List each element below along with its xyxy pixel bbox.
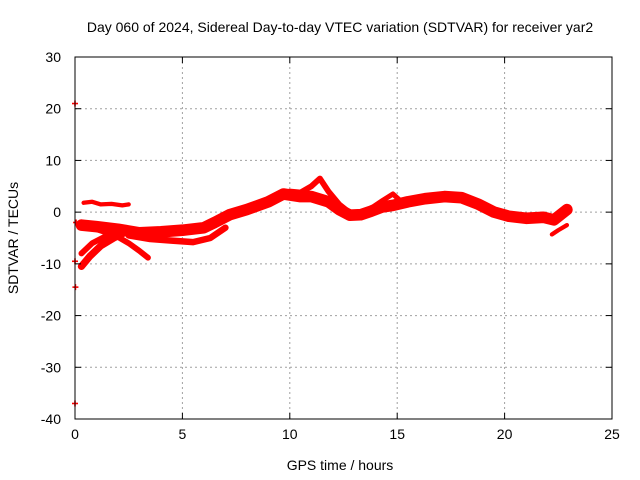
- y-tick-label: -20: [41, 308, 61, 324]
- y-tick-label: -10: [41, 256, 61, 272]
- series-early-descending: [89, 224, 151, 261]
- series-main-band: [75, 188, 573, 239]
- plot-frame: [74, 56, 613, 420]
- data-layer: [72, 100, 573, 407]
- plot-frame-border: [74, 56, 613, 420]
- series-late-tail-segment: [549, 222, 570, 237]
- chart-title: Day 060 of 2024, Sidereal Day-to-day VTE…: [87, 19, 593, 35]
- x-tick-label: 10: [282, 426, 298, 442]
- y-tick-label: 0: [53, 204, 61, 220]
- series-upper-bump-segment: [276, 175, 356, 218]
- x-tick-label: 25: [604, 426, 620, 442]
- y-tick-label: 10: [45, 152, 61, 168]
- y-tick-label: 30: [45, 49, 61, 65]
- series-morning-lower-band: [125, 224, 229, 246]
- y-tick-label: 20: [45, 101, 61, 117]
- x-tick-label: 15: [389, 426, 405, 442]
- series-evening-rise-segment: [358, 191, 405, 215]
- x-tick-label: 5: [179, 426, 187, 442]
- axis-ticks: 0 5 10 15 20 25 -40 -30 -20 -10 0 10 20 30: [41, 49, 620, 442]
- outlier-point: [73, 219, 80, 226]
- x-tick-label: 0: [71, 426, 79, 442]
- x-axis-label: GPS time / hours: [287, 457, 394, 473]
- y-tick-label: -30: [41, 359, 61, 375]
- series-early-upper-segment: [81, 199, 131, 208]
- grid-lines: [75, 57, 612, 419]
- y-axis-label: SDTVAR / TECUs: [5, 182, 21, 294]
- y-tick-label: -40: [41, 411, 61, 427]
- x-tick-label: 20: [497, 426, 513, 442]
